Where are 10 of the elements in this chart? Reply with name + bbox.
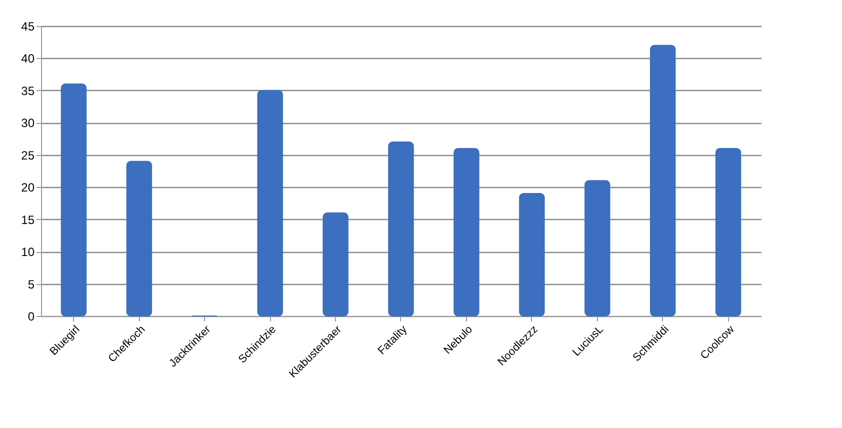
y-tick-label: 0 [28,310,35,324]
y-tick-label: 25 [21,148,35,162]
y-tick-label: 40 [21,52,35,66]
y-tick-label: 45 [21,20,35,34]
y-tick-label: 20 [21,180,35,195]
y-tick-label: 5 [28,277,35,292]
y-tick-label: 30 [21,116,35,130]
y-tick-label: 15 [21,212,35,227]
y-tick-label: 10 [21,245,35,260]
y-tick-label: 35 [21,84,35,98]
